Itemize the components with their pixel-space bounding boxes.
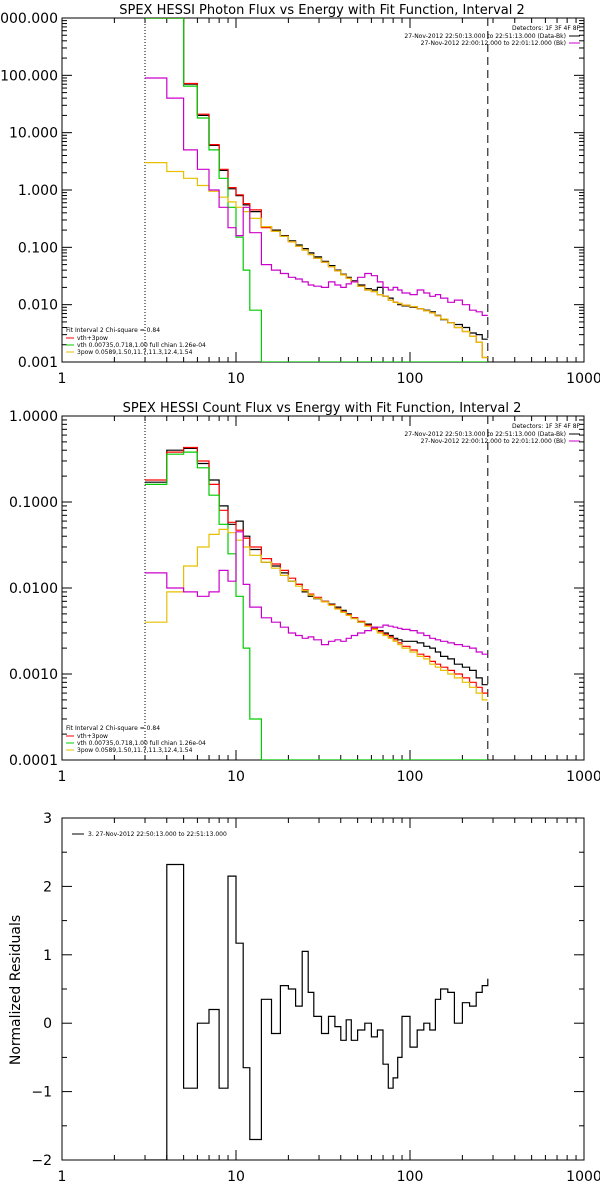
plot-frame bbox=[61, 817, 585, 1161]
x-tick-label: 1000 bbox=[566, 1169, 600, 1185]
x-tick-label: 10 bbox=[227, 371, 245, 387]
legend-entry: vth 0.00735,0.718,1.00 full chian 1.26e-… bbox=[77, 740, 206, 747]
y-tick-label: 100.000 bbox=[0, 68, 58, 84]
legend-entry: 3. 27-Nov-2012 22:50:13.000 to 22:51:13.… bbox=[88, 831, 227, 838]
y-tick-label: −2 bbox=[31, 1153, 52, 1169]
legend-header: Detectors: 1F 3F 4F 8F bbox=[512, 423, 581, 430]
x-tick-label: 1 bbox=[58, 769, 67, 785]
series-vth bbox=[145, 451, 488, 760]
y-tick-label: 0.0010 bbox=[9, 667, 58, 683]
photon-flux-panel: SPEX HESSI Photon Flux vs Energy with Fi… bbox=[0, 3, 600, 387]
y-tick-label: 10.000 bbox=[9, 126, 58, 142]
series-vth-3pow bbox=[145, 18, 488, 359]
x-tick-label: 100 bbox=[397, 769, 424, 785]
residuals-panel: Normalized Residuals 1 10 100 10003210−1−23… bbox=[8, 811, 600, 1185]
count-flux-panel: SPEX HESSI Count Flux vs Energy with Fit… bbox=[9, 401, 600, 785]
y-tick-label: 0 bbox=[43, 1016, 52, 1032]
y-tick-label: 3 bbox=[43, 811, 52, 827]
y-tick-label: 0.001 bbox=[18, 355, 58, 371]
y-tick-label: 1000.000 bbox=[0, 11, 58, 27]
y-tick-label: −1 bbox=[31, 1085, 52, 1101]
y-axis-label: Normalized Residuals bbox=[8, 915, 24, 1065]
y-tick-label: 1 bbox=[43, 948, 52, 964]
legend-entry: vth+3pow bbox=[77, 335, 108, 342]
y-tick-label: 0.1000 bbox=[9, 495, 58, 511]
series-vth-3pow bbox=[145, 446, 488, 694]
legend-entry: vth 0.00735,0.718,1.00 full chian 1.26e-… bbox=[77, 342, 206, 349]
y-tick-label: 0.0001 bbox=[9, 753, 58, 769]
series-3pow bbox=[145, 162, 488, 359]
x-tick-label: 1000 bbox=[566, 371, 600, 387]
legend-header: Fit Interval 2 Chi-square = 0.84 bbox=[66, 725, 160, 732]
series-3pow bbox=[145, 528, 488, 701]
panel-title: SPEX HESSI Photon Flux vs Energy with Fi… bbox=[119, 3, 525, 18]
x-tick-label: 100 bbox=[397, 371, 424, 387]
legend-entry: 3pow 0.0589,1.50,11.7,11.3,12.4,1.54 bbox=[77, 349, 193, 356]
plot-frame bbox=[61, 415, 585, 761]
panel-title: SPEX HESSI Count Flux vs Energy with Fit… bbox=[123, 401, 522, 416]
x-tick-label: 1 bbox=[58, 371, 67, 387]
y-tick-label: 0.010 bbox=[18, 298, 58, 314]
legend-entry: 27-Nov-2012 22:00:12.000 to 22:01:12.000… bbox=[421, 40, 566, 47]
series-bk bbox=[145, 531, 488, 655]
y-tick-label: 0.0100 bbox=[9, 581, 58, 597]
series-residuals bbox=[145, 863, 489, 1160]
legend-entry: vth+3pow bbox=[77, 733, 108, 740]
x-tick-label: 10 bbox=[227, 1169, 245, 1185]
y-tick-label: 1.000 bbox=[18, 183, 58, 199]
legend-header: Fit Interval 2 Chi-square = 0.84 bbox=[66, 327, 160, 334]
series-vth bbox=[145, 18, 488, 362]
legend-entry: 27-Nov-2012 22:00:12.000 to 22:01:12.000… bbox=[421, 438, 566, 445]
legend-header: Detectors: 1F 3F 4F 8F bbox=[512, 25, 581, 32]
y-tick-label: 2 bbox=[43, 879, 52, 895]
legend-entry: 27-Nov-2012 22:50:13.000 to 22:51:13.000… bbox=[404, 33, 566, 40]
legend-entry: 3pow 0.0589,1.50,11.7,11.3,12.4,1.54 bbox=[77, 747, 193, 754]
x-tick-label: 1000 bbox=[566, 769, 600, 785]
x-tick-label: 1 bbox=[58, 1169, 67, 1185]
series-bk bbox=[145, 77, 488, 316]
x-tick-label: 100 bbox=[397, 1169, 424, 1185]
legend-entry: 27-Nov-2012 22:50:13.000 to 22:51:13.000… bbox=[404, 431, 566, 438]
x-tick-label: 10 bbox=[227, 769, 245, 785]
y-tick-label: 1.0000 bbox=[9, 409, 58, 425]
plot-frame bbox=[61, 17, 585, 363]
y-tick-label: 0.100 bbox=[18, 240, 58, 256]
